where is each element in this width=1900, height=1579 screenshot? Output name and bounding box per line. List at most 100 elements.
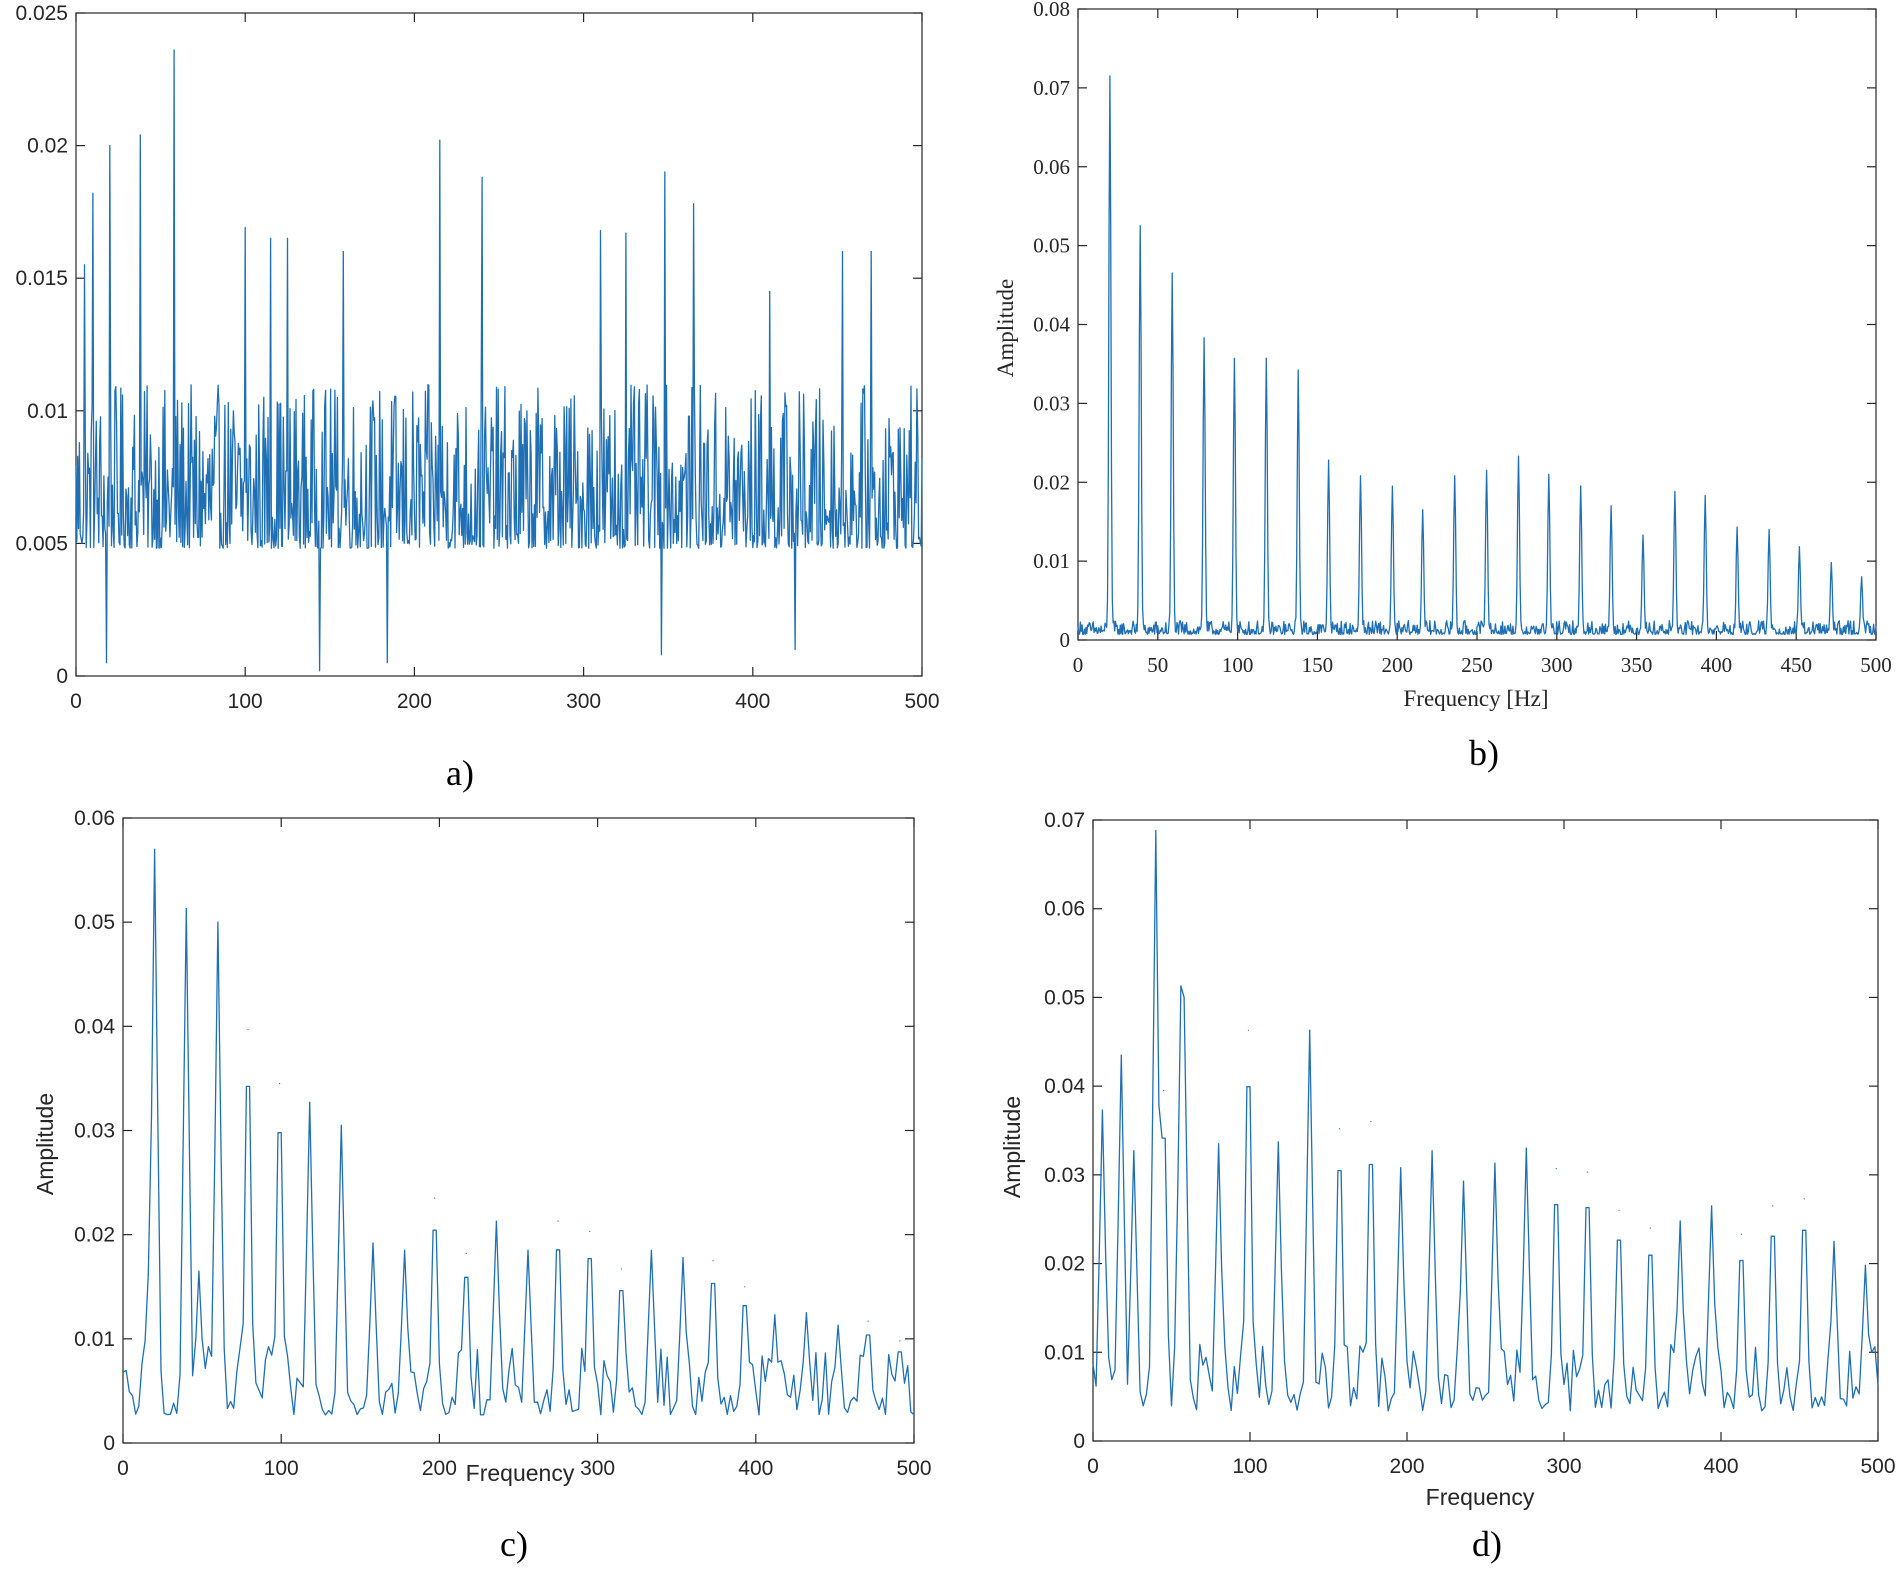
panel-a-peak-point xyxy=(173,49,175,51)
x-tick-label: 0 xyxy=(117,1457,129,1480)
y-tick-label: 0.005 xyxy=(15,532,68,555)
panel-d-peak-point xyxy=(1462,1180,1465,1182)
panel-d-peak-point xyxy=(1180,985,1182,987)
panel-a-peak-point xyxy=(286,237,289,239)
panel-b-peak-point xyxy=(1359,475,1362,477)
panel-b-peak-point xyxy=(1328,459,1330,461)
panel-b-peak-point xyxy=(1109,75,1111,77)
panel-c-peak-point xyxy=(867,1320,869,1322)
panel-b-peak-point xyxy=(1580,485,1582,487)
x-tick-label: 450 xyxy=(1780,653,1812,677)
panel-b-peak-point xyxy=(1798,546,1800,548)
panel-b-peak-point xyxy=(1139,225,1141,227)
panel-a-peak-point xyxy=(841,251,844,253)
panel-a: a) 0 100 200 300 400 500 0 0.005 0.01 0.015 0.02 0.… xyxy=(15,2,939,793)
y-tick-label: 0.03 xyxy=(74,1120,115,1143)
panel-c-peak-point xyxy=(805,1312,808,1314)
x-tick-label: 100 xyxy=(264,1457,299,1480)
y-tick-label: 0.07 xyxy=(1033,76,1070,100)
panel-a-peak-point xyxy=(109,145,111,147)
x-tick-label: 100 xyxy=(1222,653,1254,677)
panel-d: Frequency Amplitude d) 0 100 200 300 400 500 0… xyxy=(999,809,1896,1564)
panel-c-peak-point xyxy=(309,1101,311,1103)
panel-c-peak-point xyxy=(279,1083,281,1085)
y-tick-label: 0.04 xyxy=(1033,313,1070,337)
panel-a-peak-point xyxy=(439,139,441,141)
panel-c-peak-point xyxy=(247,1028,249,1031)
panel-d-peak-point xyxy=(1555,1168,1557,1170)
x-tick-label: 500 xyxy=(896,1457,931,1480)
panel-d-peak-point xyxy=(1833,1240,1835,1242)
panel-c-ylabel: Amplitude xyxy=(32,1093,58,1195)
y-tick-label: 0 xyxy=(56,665,68,688)
y-tick-label: 0.01 xyxy=(74,1328,115,1351)
panel-b-peak-point xyxy=(1517,455,1520,457)
panel-a-peak-point xyxy=(270,237,272,239)
x-tick-label: 200 xyxy=(397,690,432,713)
panel-c-peak-point xyxy=(340,1124,342,1126)
x-tick-label: 250 xyxy=(1461,653,1493,677)
panel-a-peak-point xyxy=(870,251,872,253)
panel-b: Frequency [Hz] Amplitude b) 0 50 100 150 200… xyxy=(993,0,1892,773)
panel-d-peak-point xyxy=(1163,1090,1165,1092)
y-tick-label: 0.01 xyxy=(27,400,68,423)
panel-a-peak-point xyxy=(481,176,483,178)
panel-d-plot-area xyxy=(1092,819,1879,1442)
x-tick-label: 200 xyxy=(1389,1455,1424,1478)
panel-d-series-line xyxy=(1092,829,1879,1412)
panel-c-peak-point xyxy=(434,1197,436,1199)
panel-b-peak-point xyxy=(1642,534,1644,536)
y-tick-label: 0.05 xyxy=(1033,234,1070,258)
panel-b-xlabel: Frequency [Hz] xyxy=(1404,686,1549,711)
panel-b-peak-point xyxy=(1203,337,1205,339)
panel-d-peak-point xyxy=(1679,1220,1681,1222)
panel-d-peak-point xyxy=(1649,1227,1651,1229)
y-tick-label: 0.04 xyxy=(74,1015,115,1038)
panel-d-peak-point xyxy=(1431,1150,1433,1152)
panel-b-peak-point xyxy=(1486,469,1488,471)
panel-b-peak-point xyxy=(1233,357,1235,359)
panel-d-peak-point xyxy=(1586,1171,1589,1173)
panel-c-peak-point xyxy=(620,1268,622,1270)
panel-c-peak-point xyxy=(154,848,156,850)
panel-b-peak-point xyxy=(1171,272,1173,274)
panel-b-peak-point xyxy=(1830,562,1832,564)
panel-c-peak-point xyxy=(185,908,187,910)
panel-d-peak-point xyxy=(1711,1205,1713,1207)
panel-c-peak-point xyxy=(899,1340,901,1342)
panel-d-peak-point xyxy=(1803,1198,1805,1200)
x-tick-label: 350 xyxy=(1621,653,1653,677)
panel-a-peak-point xyxy=(625,232,627,234)
x-tick-label: 500 xyxy=(1860,1455,1895,1478)
panel-a-peak-point xyxy=(139,134,141,136)
panel-d-peak-point xyxy=(1247,1029,1249,1031)
panel-b-plot-area xyxy=(1077,8,1877,641)
panel-a-peak-point xyxy=(342,251,344,253)
x-tick-label: 500 xyxy=(904,690,939,713)
x-tick-label: 300 xyxy=(1541,653,1573,677)
panel-b-peak-point xyxy=(1265,357,1267,359)
y-tick-label: 0.04 xyxy=(1044,1075,1085,1098)
panel-d-peak-point xyxy=(1183,996,1185,999)
panel-c-peak-point xyxy=(217,921,219,923)
y-tick-label: 0.06 xyxy=(74,807,115,830)
panel-b-peak-point xyxy=(1704,495,1706,497)
panel-c-peak-point xyxy=(527,1249,529,1251)
panel-a-peak-point xyxy=(769,290,771,293)
panel-c-plot-area xyxy=(122,817,915,1444)
panel-d-peak-point xyxy=(1309,1029,1311,1031)
panel-d-peak-point xyxy=(1864,1264,1866,1266)
panel-c-peak-point xyxy=(744,1286,746,1288)
y-tick-label: 0 xyxy=(1073,1430,1085,1453)
panel-b-peak-point xyxy=(1297,369,1299,371)
panel-d-peak-point xyxy=(1101,1109,1103,1111)
y-tick-label: 0.03 xyxy=(1033,391,1070,415)
panel-a-peak-point xyxy=(693,203,695,205)
y-tick-label: 0.06 xyxy=(1033,155,1070,179)
panel-b-peak-point xyxy=(1454,475,1456,477)
x-tick-label: 200 xyxy=(422,1457,457,1480)
x-tick-label: 300 xyxy=(580,1457,615,1480)
panel-d-peak-point xyxy=(1772,1205,1774,1207)
panel-a-plot-area xyxy=(75,12,923,677)
